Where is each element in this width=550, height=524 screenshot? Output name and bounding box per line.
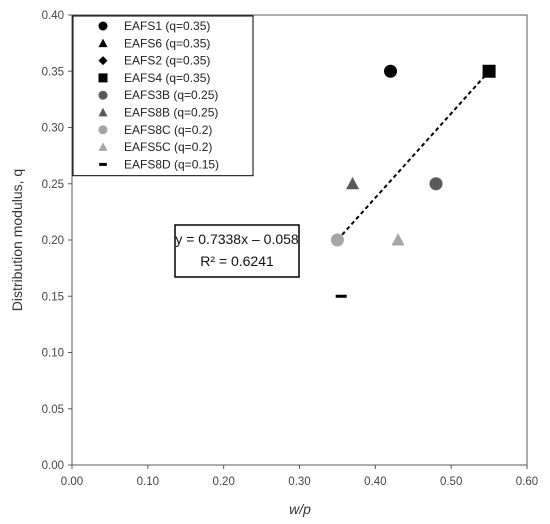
equation-box-frame <box>174 224 300 278</box>
y-tick-labels: 0.00 0.05 0.10 0.15 0.20 0.25 0.30 0.35 0.40 <box>42 10 72 472</box>
legend: EAFS1 (q=0.35) EAFS6 (q=0.35) EAFS2 (q=0.3… <box>72 15 254 177</box>
trendline-r-squared: R² = 0.6241 <box>200 253 274 269</box>
trendline <box>336 70 490 241</box>
legend-marker <box>98 125 108 135</box>
legend-label: EAFS8D (q=0.15) <box>124 157 219 171</box>
data-points <box>330 64 496 298</box>
legend-marker <box>98 142 108 151</box>
data-point-eafs4 <box>482 64 496 78</box>
x-axis-label: w/p <box>289 501 311 517</box>
y-tick-label: 0.20 <box>42 235 64 247</box>
data-point-eafs5c <box>391 233 405 246</box>
trendline-layer <box>336 70 490 241</box>
data-point-eafs8c <box>330 233 344 247</box>
legend-label: EAFS8C (q=0.2) <box>124 123 212 137</box>
y-tick-label: 0.10 <box>42 348 64 360</box>
x-tick-label: 0.50 <box>440 476 462 488</box>
data-point-eafs8b <box>346 176 360 190</box>
x-tick-label: 0.30 <box>288 476 310 488</box>
legend-marker <box>98 90 108 100</box>
legend-marker <box>98 107 108 117</box>
legend-label: EAFS4 (q=0.35) <box>124 71 210 85</box>
y-tick-label: 0.15 <box>42 291 64 303</box>
data-point-eafs1 <box>384 64 397 78</box>
y-tick-label: 0.30 <box>42 123 64 135</box>
x-tick-label: 0.60 <box>516 476 538 488</box>
equation-box: y = 0.7338x – 0.058 R² = 0.6241 <box>174 224 300 278</box>
x-tick-label: 0.20 <box>212 476 234 488</box>
legend-label: EAFS3B (q=0.25) <box>124 88 218 102</box>
y-tick-label: 0.25 <box>42 179 64 191</box>
legend-label: EAFS2 (q=0.35) <box>124 54 210 68</box>
legend-marker <box>98 21 108 31</box>
legend-label: EAFS6 (q=0.35) <box>124 36 210 50</box>
x-tick-labels: 0.00 0.10 0.20 0.30 0.40 0.50 0.60 <box>61 465 538 488</box>
y-tick-label: 0.05 <box>42 404 64 416</box>
legend-marker <box>98 73 108 83</box>
legend-label: EAFS1 (q=0.35) <box>124 19 210 33</box>
legend-marker <box>98 56 108 66</box>
y-tick-label: 0.00 <box>42 460 64 472</box>
trendline-equation: y = 0.7338x – 0.058 <box>175 231 299 247</box>
y-tick-label: 0.40 <box>42 10 64 22</box>
x-tick-label: 0.10 <box>137 476 159 488</box>
data-point-eafs8d <box>335 294 347 298</box>
legend-label: EAFS5C (q=0.2) <box>124 140 212 154</box>
x-tick-label: 0.40 <box>364 476 386 488</box>
legend-marker <box>98 38 108 48</box>
legend-label: EAFS8B (q=0.25) <box>124 106 218 120</box>
y-axis-label: Distribution modulus, q <box>9 169 25 311</box>
y-tick-label: 0.35 <box>42 66 64 78</box>
legend-marker <box>99 162 107 166</box>
data-point-eafs3b <box>429 177 443 191</box>
x-tick-label: 0.00 <box>61 476 83 488</box>
